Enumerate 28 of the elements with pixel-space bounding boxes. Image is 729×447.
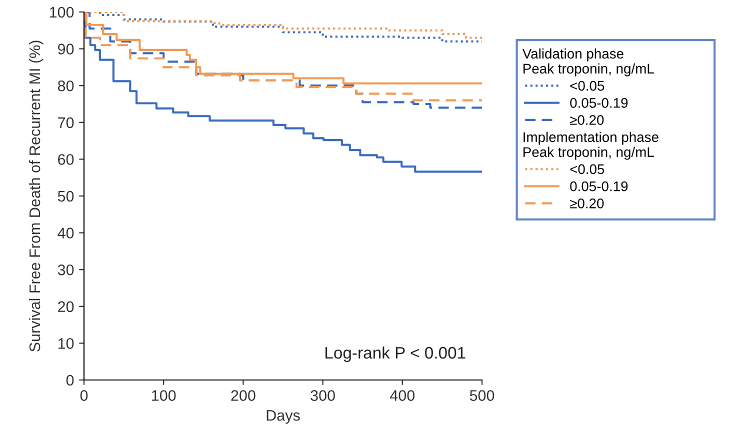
x-tick-label: 300 — [310, 390, 335, 401]
y-tick-label: 90 — [58, 44, 74, 54]
annotation: Log-rank P < 0.001 — [326, 346, 466, 362]
legend-label: 0.05-0.19 — [570, 181, 628, 192]
x-tick-label: 0 — [80, 390, 88, 401]
text: Implementation phase Peak troponin, ng/mL — [524, 132, 658, 160]
y-axis-title: Survival Free From Death of Recurrent MI (%) — [28, 40, 44, 352]
y-tick-label: 50 — [58, 190, 74, 202]
x-tick-label: 400 — [390, 390, 415, 401]
y-tick-label: 20 — [58, 301, 74, 312]
y-tick-label: 100 — [50, 6, 74, 18]
y-tick-label: 70 — [58, 117, 74, 128]
x-tick-label: 200 — [231, 390, 256, 401]
legend-label: ≥0.20 — [570, 198, 604, 208]
x-axis-title: Days — [266, 410, 300, 424]
y-tick-label: 30 — [58, 264, 74, 276]
y-tick-label: 40 — [58, 228, 74, 238]
y-tick-label: 80 — [58, 80, 74, 92]
y-tick-label: 60 — [58, 154, 74, 165]
text: Validation phase Peak troponin, ng/mL — [522, 48, 654, 76]
legend-label: 0.05-0.19 — [570, 98, 628, 108]
legend-label: ≥0.20 — [570, 115, 604, 125]
y-tick-label: 0 — [66, 374, 74, 386]
y-tick-label: 10 — [58, 338, 74, 349]
legend-label: <0.05 — [570, 80, 604, 91]
x-tick-label: 500 — [470, 390, 494, 401]
legend-label: <0.05 — [570, 164, 604, 174]
x-tick-label: 100 — [152, 390, 176, 401]
